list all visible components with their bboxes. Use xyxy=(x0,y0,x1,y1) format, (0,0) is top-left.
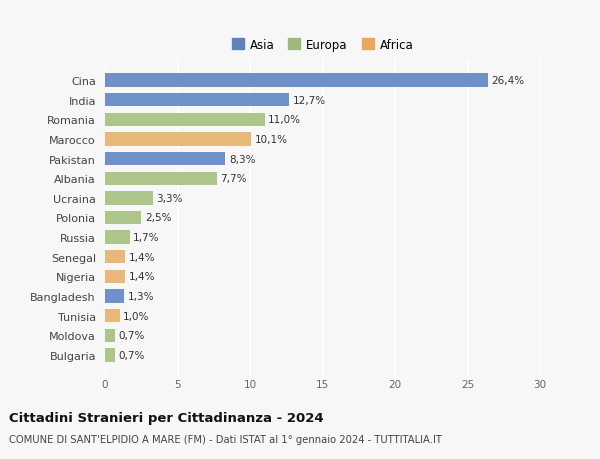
Bar xyxy=(105,329,115,342)
Text: 1,4%: 1,4% xyxy=(129,272,155,282)
Text: 12,7%: 12,7% xyxy=(293,95,326,105)
Bar xyxy=(105,211,141,225)
Text: 7,7%: 7,7% xyxy=(220,174,247,184)
Text: 1,0%: 1,0% xyxy=(123,311,149,321)
Text: 0,7%: 0,7% xyxy=(119,331,145,341)
Text: 26,4%: 26,4% xyxy=(491,76,524,86)
Bar xyxy=(105,231,130,244)
Bar xyxy=(105,152,226,166)
Text: 1,4%: 1,4% xyxy=(129,252,155,262)
Bar xyxy=(105,74,488,87)
Bar xyxy=(105,251,125,264)
Text: 8,3%: 8,3% xyxy=(229,154,256,164)
Bar xyxy=(105,133,251,146)
Bar xyxy=(105,113,265,127)
Bar xyxy=(105,309,119,323)
Bar xyxy=(105,290,124,303)
Text: 0,7%: 0,7% xyxy=(119,350,145,360)
Bar xyxy=(105,349,115,362)
Bar xyxy=(105,172,217,185)
Legend: Asia, Europa, Africa: Asia, Europa, Africa xyxy=(227,34,418,56)
Text: 1,3%: 1,3% xyxy=(127,291,154,302)
Bar xyxy=(105,94,289,107)
Text: 3,3%: 3,3% xyxy=(157,193,183,203)
Text: Cittadini Stranieri per Cittadinanza - 2024: Cittadini Stranieri per Cittadinanza - 2… xyxy=(9,411,323,424)
Text: 10,1%: 10,1% xyxy=(255,134,288,145)
Bar xyxy=(105,192,153,205)
Text: 2,5%: 2,5% xyxy=(145,213,172,223)
Text: 11,0%: 11,0% xyxy=(268,115,301,125)
Bar xyxy=(105,270,125,284)
Text: COMUNE DI SANT'ELPIDIO A MARE (FM) - Dati ISTAT al 1° gennaio 2024 - TUTTITALIA.: COMUNE DI SANT'ELPIDIO A MARE (FM) - Dat… xyxy=(9,434,442,444)
Text: 1,7%: 1,7% xyxy=(133,233,160,243)
